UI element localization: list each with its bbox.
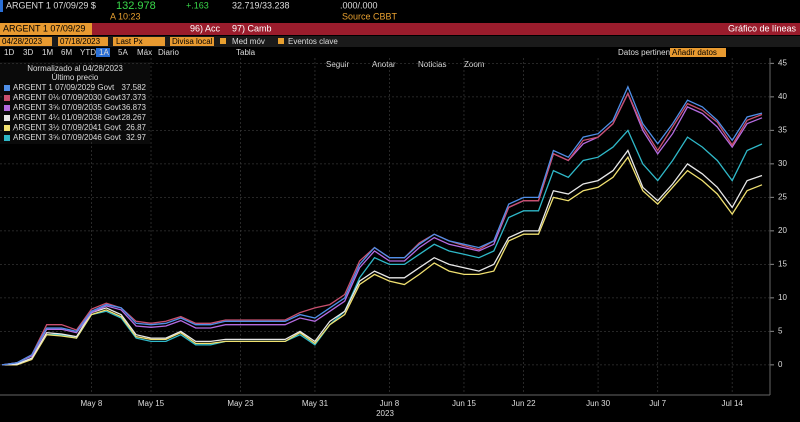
chart-tool[interactable]: Zoom — [464, 60, 485, 69]
security-box[interactable] — [0, 23, 92, 35]
end-date[interactable]: 07/18/2023 — [60, 37, 101, 46]
x-tick-label: Jul 7 — [649, 399, 666, 408]
period-button[interactable]: 5A — [118, 48, 128, 57]
series-line — [1, 85, 763, 366]
relevant-data[interactable]: Datos pertinent — [618, 48, 673, 57]
y-tick-label: 0 — [778, 360, 783, 369]
x-tick-label: May 23 — [227, 399, 254, 408]
legend-value: 36.873 — [122, 103, 147, 112]
x-tick-label: Jul 14 — [722, 399, 744, 408]
icon — [220, 38, 226, 44]
header-marker — [0, 0, 3, 12]
price: 132.978 — [116, 0, 156, 12]
series-line — [1, 129, 763, 366]
x-tick-label: Jun 8 — [380, 399, 400, 408]
source: Source CBBT — [342, 11, 398, 21]
time: A 10:23 — [110, 11, 141, 21]
legend-value: 37.373 — [122, 93, 147, 102]
settings-bar — [0, 36, 800, 47]
legend-title: Normalizado al 04/28/2023 — [27, 64, 123, 73]
x-axis-label: 2023 — [376, 409, 394, 418]
security[interactable]: ARGENT 1 07/09/29 — [3, 23, 85, 33]
legend-label: ARGENT 3⅝ 07/09/2046 Govt — [13, 133, 122, 142]
field-box[interactable] — [113, 37, 165, 46]
moving-average[interactable]: Med móv — [232, 37, 265, 46]
series-line — [2, 155, 763, 366]
spread: .000/.000 — [340, 0, 378, 10]
chart-tool[interactable]: Seguir — [326, 60, 349, 69]
legend-value: 26.87 — [126, 123, 147, 132]
legend-label: ARGENT 1 07/09/2029 Govt — [13, 83, 115, 92]
y-tick-label: 40 — [778, 92, 787, 101]
view-title: Gráfico de líneas — [728, 23, 797, 33]
currency-box[interactable] — [170, 37, 214, 46]
table-button[interactable]: Tabla — [236, 48, 256, 57]
x-tick-label: May 15 — [138, 399, 165, 408]
y-tick-label: 5 — [778, 326, 783, 335]
actions-menu[interactable]: 96) Acc — [190, 23, 221, 33]
y-tick-label: 35 — [778, 125, 787, 134]
y-tick-label: 10 — [778, 293, 787, 302]
legend-swatch — [4, 95, 10, 101]
legend-label: ARGENT 4¼ 01/09/2038 Govt — [13, 113, 122, 122]
series-line — [1, 149, 763, 366]
period-button[interactable]: 1D — [4, 48, 14, 57]
y-tick-label: 15 — [778, 259, 787, 268]
legend-value: 37.582 — [122, 83, 147, 92]
legend-label: ARGENT 3⅝ 07/09/2035 Govt — [13, 103, 122, 112]
change-menu[interactable]: 97) Camb — [232, 23, 272, 33]
y-tick-label: 30 — [778, 159, 787, 168]
chart-tool[interactable]: Anotar — [372, 60, 396, 69]
legend-value: 28.267 — [122, 113, 147, 122]
icon — [278, 38, 284, 44]
change: +.163 — [186, 0, 209, 10]
x-tick-label: Jun 30 — [586, 399, 611, 408]
legend-subtitle: Último precio — [52, 73, 99, 82]
legend-swatch — [4, 115, 10, 121]
legend-swatch — [4, 125, 10, 131]
add-box[interactable] — [670, 48, 726, 57]
currency[interactable]: Divisa local — [172, 37, 213, 46]
x-tick-label: Jun 22 — [512, 399, 537, 408]
key-events[interactable]: Eventos clave — [288, 37, 338, 46]
period-button[interactable]: 6M — [61, 48, 72, 57]
menu-bar — [0, 23, 800, 35]
period-button[interactable]: 1M — [42, 48, 53, 57]
ticker: ARGENT 1 07/09/29 $ — [6, 0, 96, 10]
add-data[interactable]: Añadir datos — [672, 48, 717, 57]
legend-swatch — [4, 135, 10, 141]
series-line — [1, 91, 763, 366]
field[interactable]: Last Px — [116, 37, 143, 46]
period-button[interactable]: 1A — [99, 48, 109, 57]
bid-ask: 32.719/33.238 — [232, 0, 290, 10]
legend-swatch — [4, 105, 10, 111]
x-tick-label: Jun 15 — [452, 399, 477, 408]
frequency[interactable]: Diario — [158, 48, 179, 57]
x-tick-label: May 8 — [81, 399, 103, 408]
y-tick-label: 20 — [778, 226, 787, 235]
x-tick-label: May 31 — [302, 399, 329, 408]
chart-tool[interactable]: Noticias — [418, 60, 446, 69]
period-button[interactable]: YTD — [80, 48, 96, 57]
legend-value: 32.97 — [126, 133, 147, 142]
y-tick-label: 45 — [778, 58, 787, 67]
y-tick-label: 25 — [778, 192, 787, 201]
legend-swatch — [4, 85, 10, 91]
legend-label: ARGENT 3½ 07/09/2041 Govt — [13, 123, 122, 132]
period-highlight — [96, 48, 110, 57]
start-date[interactable]: 04/28/2023 — [2, 37, 43, 46]
end-box[interactable] — [58, 37, 108, 46]
legend-label: ARGENT 0⅛ 07/09/2030 Govt — [13, 93, 122, 102]
period-button[interactable]: Máx — [137, 48, 152, 57]
period-button[interactable]: 3D — [23, 48, 33, 57]
start-box[interactable] — [0, 37, 52, 46]
